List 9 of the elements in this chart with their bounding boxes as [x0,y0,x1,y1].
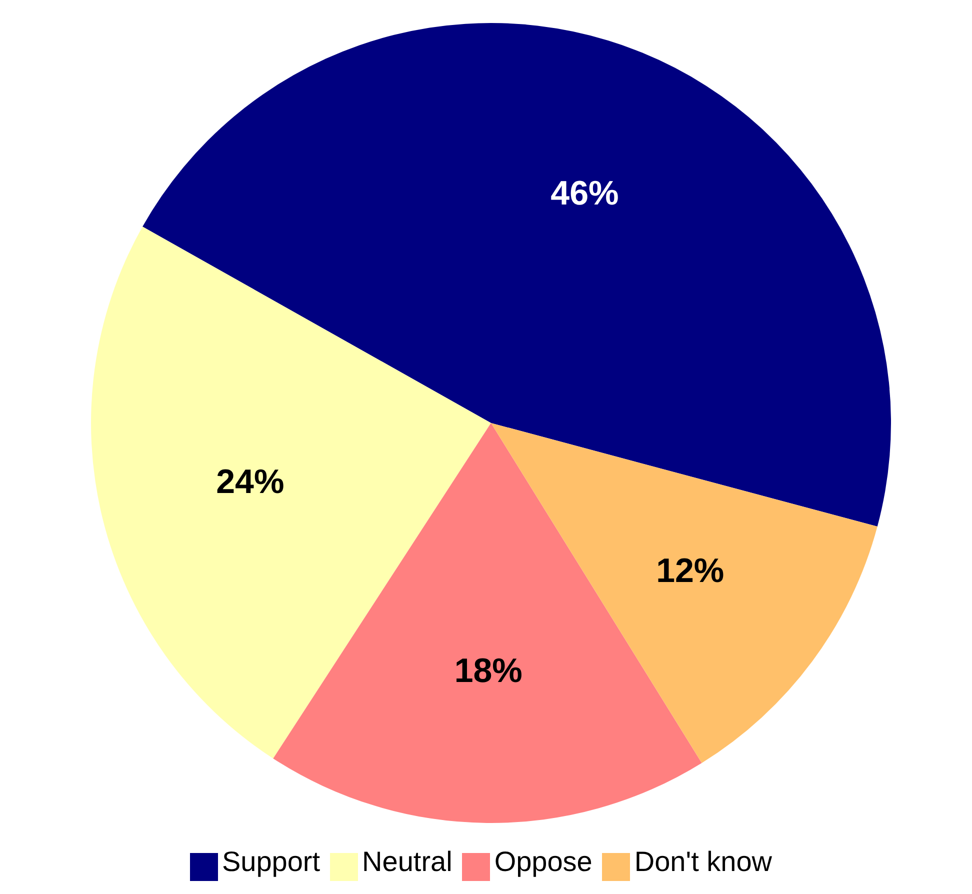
data-label: 12% [656,552,724,590]
legend-label: Support [222,846,320,878]
legend-label: Don't know [634,846,772,878]
data-label: 24% [216,463,284,502]
legend-label: Neutral [362,846,452,878]
legend-label: Oppose [494,846,592,878]
data-label: 46% [550,174,619,212]
data-label: 18% [454,652,522,690]
pie-slice [142,24,891,527]
